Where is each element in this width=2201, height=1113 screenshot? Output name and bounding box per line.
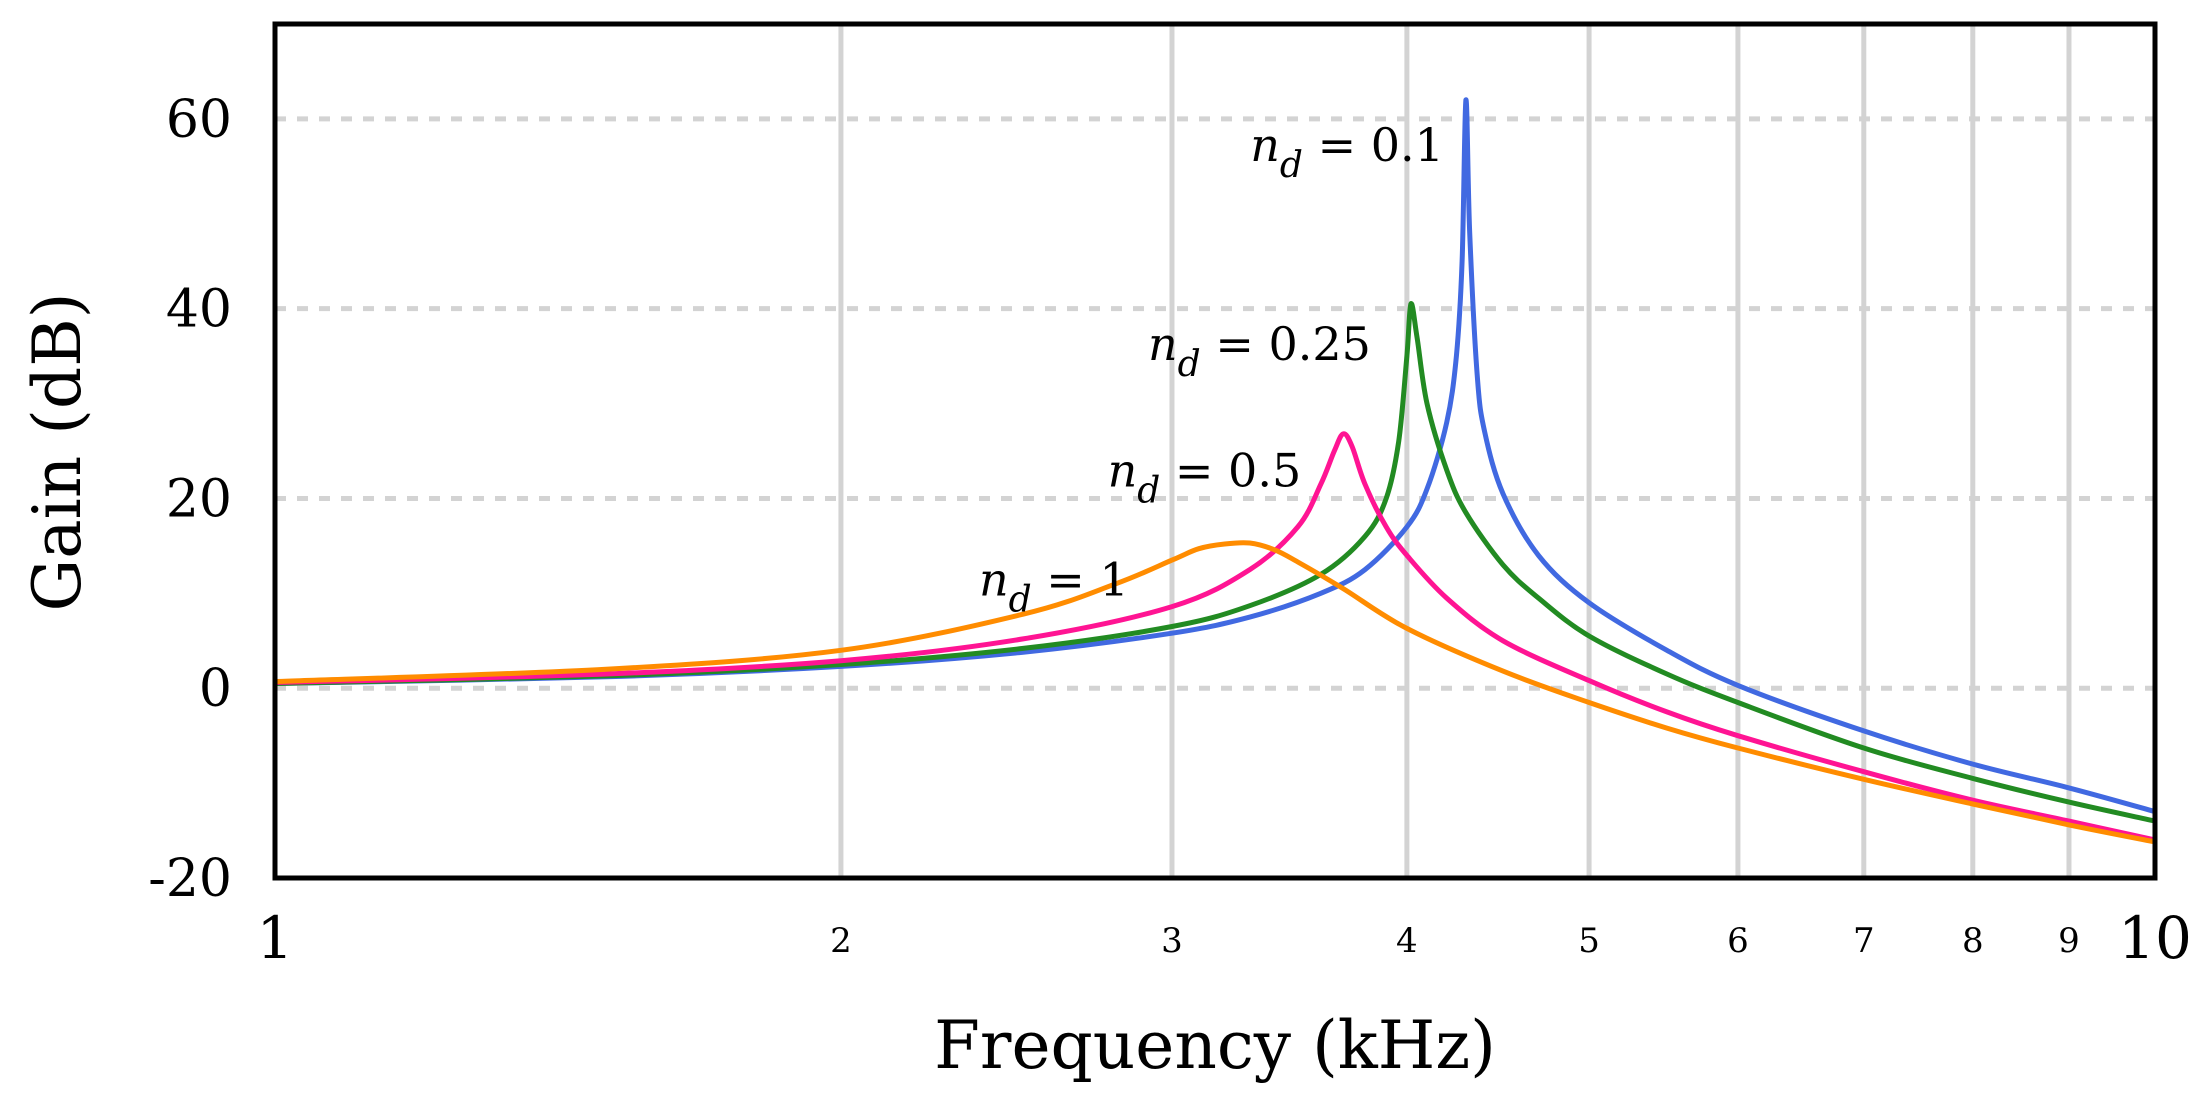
grid: [275, 24, 2155, 878]
x-tick-label: 7: [1853, 921, 1875, 961]
x-tick-label: 6: [1727, 921, 1749, 961]
annotation-subscript: d: [1280, 145, 1303, 186]
annotation-value: = 1: [1032, 552, 1129, 606]
series-lines: [272, 97, 2158, 845]
plot-frame: [272, 21, 2158, 881]
x-tick-label: 1: [257, 904, 294, 972]
series-annotation-1: nd = 0.25: [1148, 317, 1371, 385]
annotation-value: = 0.25: [1201, 317, 1371, 371]
series-line-1: [272, 301, 2158, 824]
annotation-variable: n: [1250, 118, 1280, 172]
annotation-value: = 0.1: [1303, 118, 1444, 172]
y-axis-title: Gain (dB): [19, 293, 96, 612]
series-line-0: [272, 97, 2158, 815]
x-axis-title: Frequency (kHz): [934, 1007, 1496, 1084]
y-tick-label: 40: [166, 280, 232, 340]
series-annotation-0: nd = 0.1: [1250, 118, 1444, 186]
x-tick-label: 9: [2058, 921, 2080, 961]
annotation-variable: n: [1108, 443, 1138, 497]
y-axis-ticks: -20 0 20 40 60: [148, 90, 232, 909]
x-tick-label: 4: [1396, 921, 1418, 961]
series-line-3: [272, 540, 2158, 845]
x-axis-ticks: 1 2 3 4 5 6 7 8 9 10: [257, 904, 2192, 972]
x-tick-label: 2: [830, 921, 852, 961]
series-annotation-2: nd = 0.5: [1108, 443, 1302, 511]
x-tick-label: 5: [1578, 921, 1600, 961]
series-line-2: [272, 431, 2158, 843]
y-tick-label: 0: [199, 659, 232, 719]
x-tick-label: 8: [1962, 921, 1984, 961]
annotation-value: = 0.5: [1160, 443, 1301, 497]
annotation-subscript: d: [1178, 344, 1201, 385]
y-tick-label: 60: [166, 90, 232, 150]
annotation-subscript: d: [1009, 579, 1032, 620]
annotation-subscript: d: [1137, 470, 1160, 511]
y-tick-label: -20: [148, 849, 232, 909]
x-tick-label: 10: [2118, 904, 2192, 972]
annotation-variable: n: [979, 552, 1009, 606]
y-tick-label: 20: [166, 469, 232, 529]
x-tick-label: 3: [1161, 921, 1183, 961]
annotation-variable: n: [1148, 317, 1178, 371]
series-annotation-3: nd = 1: [979, 552, 1129, 620]
